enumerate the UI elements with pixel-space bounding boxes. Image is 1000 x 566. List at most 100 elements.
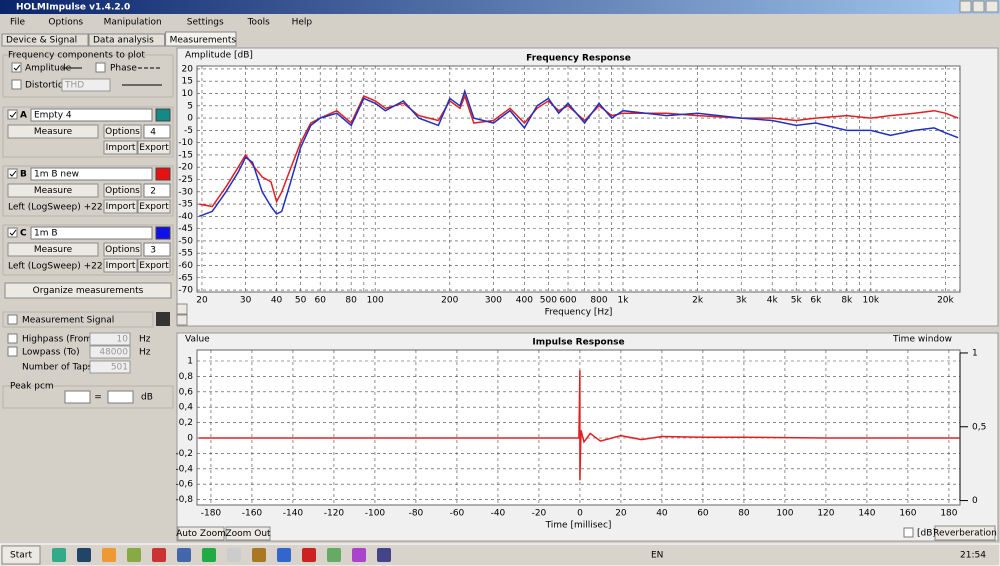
menu-item[interactable]: Help [292,18,313,28]
color-swatch[interactable] [155,226,171,240]
export-button-label: Export [139,261,169,271]
organize-button[interactable] [4,282,172,299]
tab[interactable] [165,31,237,47]
spinner[interactable] [143,183,171,198]
y-tick-label: -30 [178,187,193,197]
zoom-out-button[interactable] [225,526,271,541]
scroll-up[interactable] [176,303,188,315]
x-tick-label: 2k [692,296,704,306]
x-tick-label: 40 [271,296,283,306]
y-tick-label: -40 [178,212,193,222]
menu-item[interactable]: Tools [247,18,270,28]
y-tick-label: -5 [184,126,193,136]
y-tick-label: -55 [178,249,193,259]
x-tick-label: 200 [441,296,458,306]
export-button[interactable] [137,258,171,273]
measure-button[interactable] [7,242,99,257]
color-swatch[interactable] [155,167,171,181]
x-tick-label: 180 [940,509,957,519]
combo[interactable] [30,226,153,240]
x-tick-label: -60 [450,509,465,519]
taskbar-icon[interactable] [102,548,116,562]
x-tick-label: 300 [485,296,502,306]
import-button[interactable] [103,199,138,214]
y-tick-label: 20 [182,64,194,74]
combo[interactable] [61,78,111,92]
export-button[interactable] [137,199,171,214]
series-line [198,88,959,218]
x-tick-label: -160 [242,509,263,519]
x-tick-label: -120 [324,509,345,519]
tab[interactable] [1,33,89,47]
input[interactable] [89,345,131,359]
measurement-checkbox[interactable] [7,227,18,238]
y-tick-label: -0,2 [175,449,193,459]
taskbar-icon[interactable] [177,548,191,562]
taskbar-icon[interactable] [327,548,341,562]
tab[interactable] [88,33,166,47]
taskbar-icon[interactable] [77,548,91,562]
combo[interactable] [30,167,153,181]
minimize[interactable] [959,0,972,13]
lowpass-checkbox[interactable] [7,346,18,357]
measurement-checkbox[interactable] [7,168,18,179]
highpass-checkbox[interactable] [7,333,18,344]
spinner-value: 3 [150,246,156,256]
taskbar-icon[interactable] [302,548,316,562]
close[interactable] [985,0,999,13]
maximize[interactable] [972,0,985,13]
y-tick-label: -70 [178,286,193,296]
input[interactable] [89,360,131,374]
import-button[interactable] [103,258,138,273]
export-button[interactable] [137,140,171,155]
amplitude-checkbox-tick [13,64,21,71]
y-tick-label: 0 [187,434,193,444]
spinner[interactable] [143,124,171,139]
distortion-checkbox[interactable] [11,79,22,90]
menu-item[interactable]: File [10,18,26,28]
start-button[interactable] [1,545,41,565]
input[interactable] [89,332,131,346]
taskbar-icon[interactable] [352,548,366,562]
measurement-letter: A [20,111,27,121]
zoom-out-button-label: Zoom Out [225,529,271,539]
auto-zoom-button[interactable] [177,526,225,541]
phase-checkbox[interactable] [95,62,106,73]
y-tick-label: 0,8 [179,372,194,382]
taskbar-icon[interactable] [127,548,141,562]
taskbar-icon[interactable] [277,548,291,562]
menu-item[interactable]: Options [48,18,83,28]
signal-box [2,311,154,328]
options-button[interactable] [103,124,142,139]
combo[interactable] [30,108,153,122]
signal-checkbox[interactable] [7,314,18,325]
spinner[interactable] [143,242,171,257]
scroll-down[interactable] [176,314,188,326]
input-value: 501 [111,363,128,373]
measure-button[interactable] [7,124,99,139]
options-button[interactable] [103,183,142,198]
x-tick-label: 140 [858,509,875,519]
y-tick-label: -35 [178,200,193,210]
reverberation-button[interactable] [934,525,996,541]
menu-item[interactable]: Manipulation [104,18,162,28]
taskbar-icon[interactable] [202,548,216,562]
menu-item[interactable]: Settings [187,18,224,28]
taskbar-icon[interactable] [227,548,241,562]
import-button[interactable] [103,140,138,155]
x-tick-label: -20 [532,509,547,519]
measurement-checkbox[interactable] [7,109,18,120]
input-value: 10 [117,335,129,345]
taskbar-icon[interactable] [252,548,266,562]
label: [dB] [917,529,936,539]
measure-button[interactable] [7,183,99,198]
db-checkbox[interactable] [903,527,914,538]
import-button-label: Import [106,202,136,212]
taskbar-icon[interactable] [52,548,66,562]
y-tick-label: -10 [178,138,193,148]
taskbar-icon[interactable] [152,548,166,562]
options-button[interactable] [103,242,142,257]
color-swatch[interactable] [155,108,171,122]
amplitude-checkbox[interactable] [11,62,22,73]
taskbar-icon[interactable] [377,548,391,562]
